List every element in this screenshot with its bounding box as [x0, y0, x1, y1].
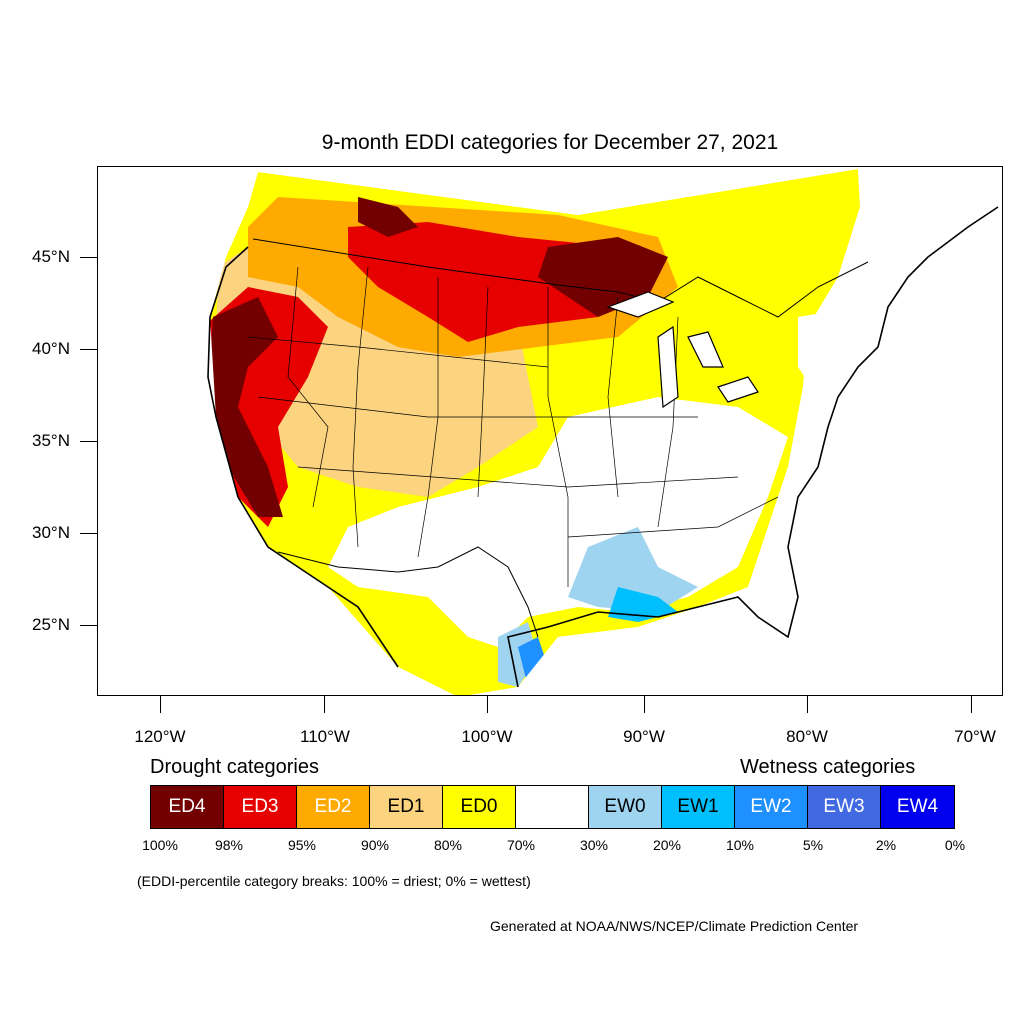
lon-label-110: 110°W	[300, 727, 350, 746]
pct-label: 30%	[579, 837, 609, 853]
pct-label: 90%	[360, 837, 390, 853]
legend-box-ed0: ED0	[443, 786, 516, 828]
pct-label: 5%	[802, 837, 824, 853]
pct-label: 10%	[725, 837, 755, 853]
pct-label: 70%	[506, 837, 536, 853]
drought-heading: Drought categories	[150, 756, 319, 778]
eddi-map	[98, 167, 1002, 695]
legend-box-ed4: ED4	[151, 786, 224, 828]
lat-label-40: 40°N	[32, 339, 70, 358]
lon-label-70: 70°W	[954, 727, 996, 746]
wetness-heading: Wetness categories	[740, 756, 916, 778]
region-ed4	[358, 197, 418, 237]
us-mexico-border	[277, 546, 539, 638]
pct-label: 98%	[214, 837, 244, 853]
map-title: 9-month EDDI categories for December 27,…	[321, 131, 779, 154]
lat-tick	[80, 441, 97, 442]
category-legend: ED4 ED3 ED2 ED1 ED0 EW0 EW1 EW2 EW3 EW4	[150, 785, 955, 829]
lat-label-45: 45°N	[32, 247, 70, 266]
legend-box-ed1: ED1	[370, 786, 443, 828]
legend-box-ew2: EW2	[735, 786, 808, 828]
lon-label-90: 90°W	[623, 727, 665, 746]
region-ew0	[568, 527, 698, 612]
legend-box-ed3: ED3	[224, 786, 297, 828]
legend-box-ew1: EW1	[662, 786, 735, 828]
lat-tick	[80, 625, 97, 626]
legend-box-ew3: EW3	[808, 786, 881, 828]
pct-label: 20%	[652, 837, 682, 853]
lat-tick	[80, 349, 97, 350]
no-data-mask	[98, 167, 1002, 695]
lat-label-35: 35°N	[32, 431, 70, 450]
great-lakes	[606, 291, 759, 409]
pct-label: 2%	[875, 837, 897, 853]
category-note: (EDDI-percentile category breaks: 100% =…	[137, 873, 531, 889]
legend-box-ew4: EW4	[881, 786, 954, 828]
lat-label-25: 25°N	[32, 615, 70, 634]
lon-tick	[807, 696, 808, 713]
lon-tick	[644, 696, 645, 713]
pct-label: 0%	[944, 837, 966, 853]
legend-box-normal	[516, 786, 589, 828]
lon-tick	[971, 696, 972, 713]
lon-label-100: 100°W	[461, 727, 513, 746]
legend-box-ed2: ED2	[297, 786, 370, 828]
lon-tick	[324, 696, 325, 713]
pct-label: 100%	[142, 837, 178, 853]
us-canada-border	[252, 238, 869, 318]
lat-label-30: 30°N	[32, 523, 70, 542]
lat-tick	[80, 533, 97, 534]
region-ew1	[608, 587, 678, 622]
lon-tick	[487, 696, 488, 713]
pct-label: 95%	[287, 837, 317, 853]
coastline	[207, 206, 999, 688]
map-panel	[97, 166, 1003, 696]
legend-box-ew0: EW0	[589, 786, 662, 828]
lon-label-120: 120°W	[134, 727, 186, 746]
state-lines	[247, 266, 779, 587]
lat-tick	[80, 257, 97, 258]
credit-line: Generated at NOAA/NWS/NCEP/Climate Predi…	[490, 918, 859, 934]
pct-label: 80%	[433, 837, 463, 853]
lon-tick	[160, 696, 161, 713]
lon-label-80: 80°W	[786, 727, 828, 746]
